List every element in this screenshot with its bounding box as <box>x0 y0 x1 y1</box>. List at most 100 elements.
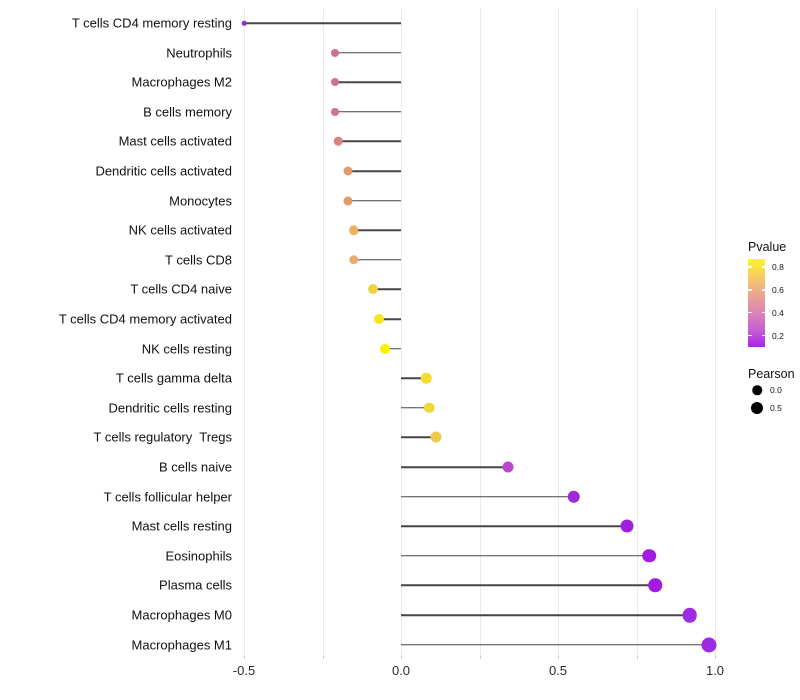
pearson-key-label: 0.0 <box>770 385 782 395</box>
x-axis-tick-label: -0.5 <box>232 663 256 678</box>
lollipop-dot <box>420 372 432 384</box>
lollipop-stem <box>347 199 401 202</box>
category-label: Macrophages M1 <box>131 637 232 653</box>
category-label: Eosinophils <box>165 548 233 564</box>
lollipop-stem <box>347 170 401 172</box>
x-axis-tick <box>244 655 245 659</box>
pvalue-colorbar-tickmark <box>761 334 765 337</box>
category-label: Monocytes <box>169 193 232 209</box>
pearson-size-legend: Pearson 0.0 0.5 <box>748 367 800 417</box>
lollipop-dot <box>642 549 656 563</box>
lollipop-dot <box>367 284 378 295</box>
pvalue-colorbar-tickmark <box>761 289 765 291</box>
lollipop-dot <box>701 637 717 653</box>
lollipop-stem <box>338 140 401 143</box>
category-label: T cells gamma delta <box>115 370 232 386</box>
category-label: Macrophages M2 <box>131 74 232 90</box>
lollipop-dot <box>331 107 340 116</box>
gridline <box>244 8 245 655</box>
x-axis-tick-label: 0.5 <box>548 663 568 678</box>
x-axis-tick-label: 0.0 <box>391 663 411 678</box>
pvalue-colorbar-tick-label: 0.2 <box>772 330 784 341</box>
pvalue-colorbar-tick-label: 0.8 <box>772 262 784 272</box>
category-label: T cells CD4 memory resting <box>71 15 232 31</box>
pvalue-colorbar-tick-label: 0.4 <box>772 307 784 318</box>
lollipop-dot <box>620 519 634 533</box>
category-label: B cells memory <box>143 104 232 120</box>
lollipop-stem <box>401 377 427 379</box>
pvalue-colorbar-tickmark <box>748 311 752 314</box>
category-label: Dendritic cells resting <box>108 400 232 416</box>
lollipop-stem <box>401 407 430 409</box>
category-label: Dendritic cells activated <box>95 163 232 179</box>
x-axis-tick <box>479 655 481 659</box>
pvalue-colorbar-tickmark <box>761 311 765 314</box>
category-label: Macrophages M0 <box>131 607 232 623</box>
pearson-key-dot <box>751 402 763 414</box>
x-axis-tick <box>636 655 638 659</box>
lollipop-stem <box>401 495 574 498</box>
lollipop-dot <box>331 48 340 57</box>
pearson-legend-key: 0.5 <box>748 399 800 417</box>
pvalue-colorbar-gradient <box>748 259 765 347</box>
lollipop-dot <box>349 225 359 235</box>
pvalue-colorbar-tickmark <box>748 266 752 268</box>
lollipop-stem <box>244 22 401 24</box>
lollipop-stem <box>335 81 401 83</box>
pvalue-colorbar-tickmark <box>761 266 765 268</box>
lollipop-dot <box>241 20 247 26</box>
lollipop-dot <box>343 196 353 206</box>
gridline <box>479 8 481 655</box>
lollipop-stem <box>401 466 508 468</box>
pvalue-colorbar-wrap: 0.8 0.6 0.4 0.2 <box>748 259 800 347</box>
x-axis-tick-label: 1.0 <box>705 663 725 678</box>
lollipop-dot <box>333 137 343 146</box>
lollipop-dot <box>331 78 340 87</box>
lollipop-stem <box>372 288 401 291</box>
pvalue-colorbar-tickmark <box>748 334 752 337</box>
lollipop-stem <box>401 436 436 439</box>
lollipop-stem <box>401 555 650 557</box>
category-label: Neutrophils <box>166 45 232 61</box>
lollipop-dot <box>430 431 442 443</box>
category-label: T cells CD4 naive <box>130 281 232 297</box>
lollipop-dot <box>424 402 435 414</box>
lollipop-stem <box>401 584 656 587</box>
lollipop-dot <box>343 166 353 176</box>
lollipop-dot <box>380 343 391 354</box>
lollipop-stem <box>401 525 628 527</box>
gridline <box>401 8 402 655</box>
pvalue-colorbar-tickmark <box>748 289 752 291</box>
category-label: Plasma cells <box>159 577 232 593</box>
category-label: NK cells resting <box>141 341 232 357</box>
gridline <box>558 8 559 655</box>
x-axis-tick <box>715 655 716 659</box>
category-label: T cells follicular helper <box>103 489 232 505</box>
lollipop-dot <box>567 490 580 503</box>
lollipop-stem <box>353 229 401 231</box>
lollipop-dot <box>648 578 663 593</box>
lollipop-stem <box>379 318 401 320</box>
lollipop-stem <box>335 51 401 54</box>
x-axis-tick <box>322 655 324 659</box>
lollipop-dot <box>349 255 359 265</box>
pvalue-legend-title: Pvalue <box>748 240 787 254</box>
gridline <box>636 8 638 655</box>
lollipop-stem <box>385 347 401 350</box>
lollipop-stem <box>401 643 709 646</box>
category-label: T cells regulatory Tregs <box>93 429 232 445</box>
gridline <box>715 8 716 655</box>
x-axis-tick <box>401 655 402 659</box>
x-axis-tick <box>558 655 559 659</box>
lollipop-stem <box>353 259 401 261</box>
category-label: Mast cells resting <box>131 518 232 534</box>
pearson-key-dot <box>752 385 762 395</box>
category-label: T cells CD4 memory activated <box>58 311 232 327</box>
pearson-legend-keys: 0.0 0.5 <box>748 381 800 417</box>
pearson-key-label: 0.5 <box>770 403 782 413</box>
pvalue-colorbar-tick-label: 0.6 <box>772 284 784 295</box>
category-label: B cells naive <box>159 459 232 475</box>
gridline <box>322 8 324 655</box>
pearson-legend-title: Pearson <box>748 367 795 381</box>
